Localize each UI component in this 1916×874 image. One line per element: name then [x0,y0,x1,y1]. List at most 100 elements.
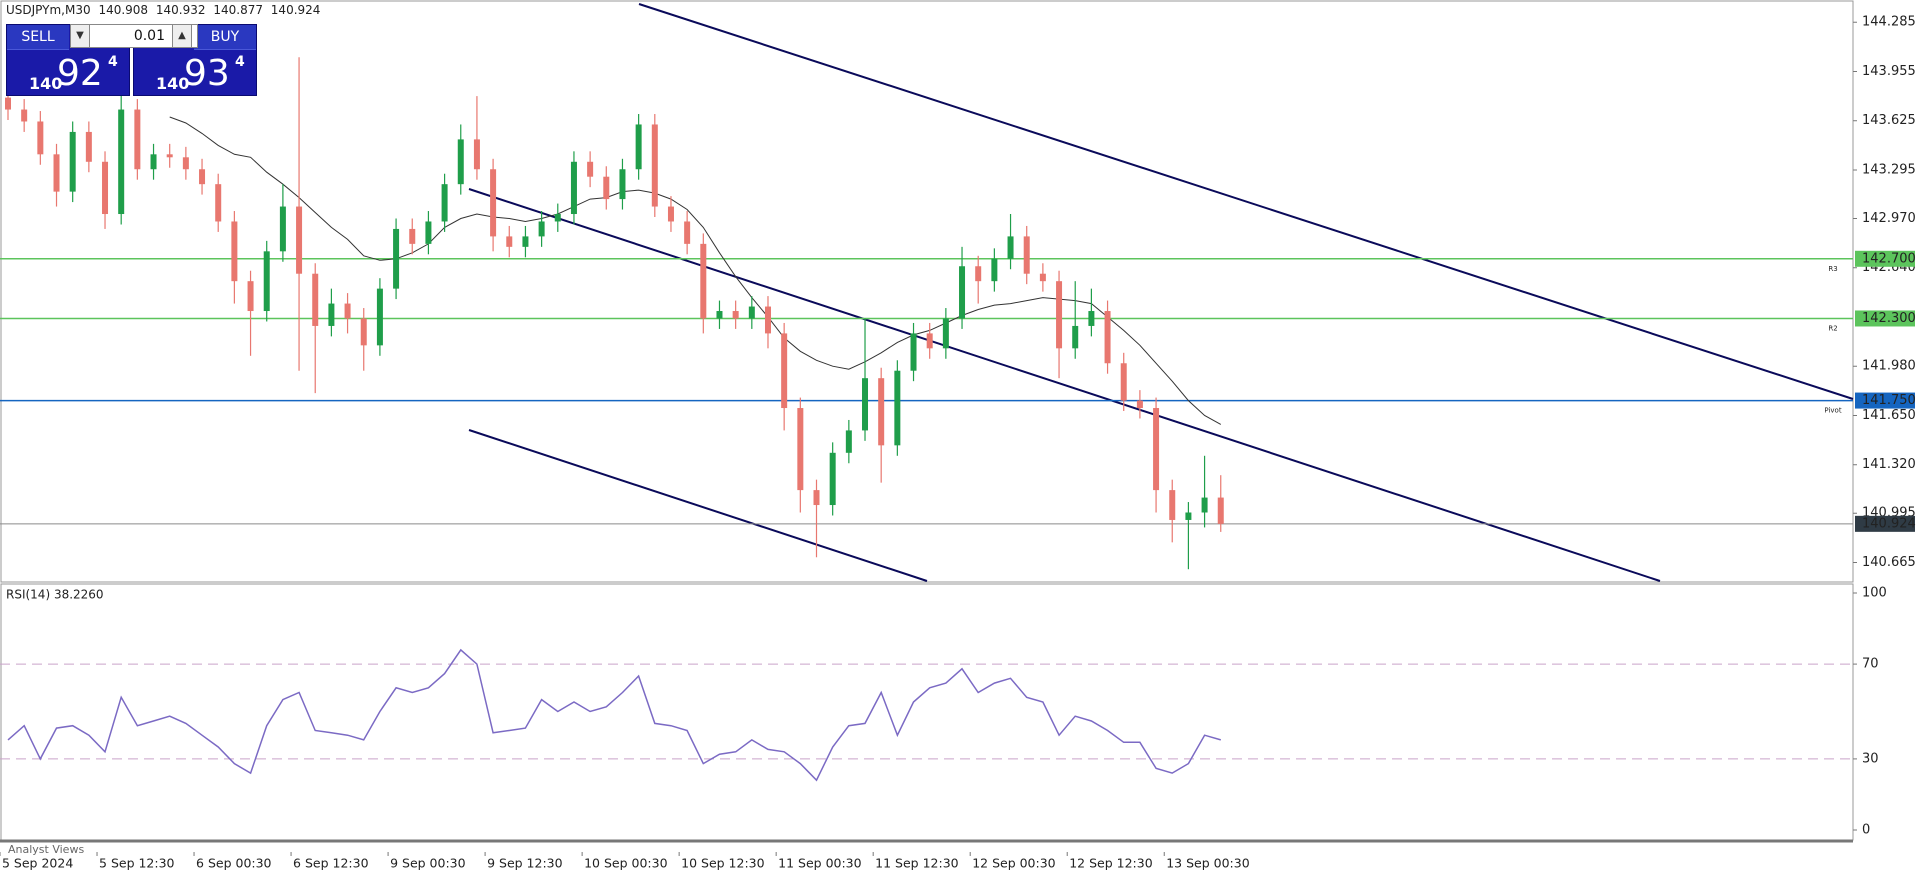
candle-body [457,139,464,185]
candle-body [473,139,480,170]
y-tick-label: 142.970 [1862,211,1916,226]
ohlc-value: 140.877 [213,3,263,17]
rsi-title: RSI(14) 38.2260 [6,588,104,602]
candle-body [1023,236,1030,274]
candle-body [1217,497,1224,524]
candle-body [959,266,966,319]
level-name: R3 [1828,265,1837,273]
candle-body [781,333,788,409]
candle-body [69,131,76,192]
candle-body [231,221,238,282]
candle-body [312,273,319,326]
candle-body [862,378,869,431]
x-tick-label: 10 Sep 12:30 [681,856,764,871]
main-plot: 140.665140.995141.320141.650141.980142.6… [0,15,1916,570]
y-tick-label: 143.625 [1862,113,1916,128]
candle-body [215,184,222,222]
candle-body [328,303,335,326]
candle-body [441,184,448,222]
rsi-plot: 0 30 70 100 [0,586,1887,838]
candle-body [37,121,44,155]
candle-body [651,124,658,207]
x-tick-label: 5 Sep 2024 [2,856,73,871]
candle-body [716,311,723,319]
bid-main: 92 [57,53,103,94]
buy-button[interactable]: BUY [194,25,256,50]
level-name: R2 [1828,324,1837,332]
candle-body [1104,311,1111,364]
candle-body [1153,408,1160,491]
candle-body [975,266,982,282]
rsi-frame [0,583,1854,841]
candle-body [263,251,270,312]
candle-body [894,370,901,446]
trend-line [638,3,1854,400]
ask-suffix: 4 [235,54,245,70]
candle-body [845,430,852,453]
y-tick-label: 143.295 [1862,162,1916,177]
x-tick-label: 11 Sep 12:30 [875,856,958,871]
ohlc-value: 140.908 [98,3,149,17]
candle-body [247,281,254,312]
last-price-tag [1855,515,1915,532]
candle-body [344,303,351,319]
candle-body [5,97,11,110]
candle-body [603,176,610,200]
y-tick-label: 70 [1862,657,1879,672]
candle-body [926,333,933,349]
x-tick-label: 6 Sep 00:30 [196,856,272,871]
candle-body [910,333,917,371]
y-tick-label: 141.980 [1862,359,1916,374]
trend-line [468,429,928,582]
y-tick-label: 0 [1862,823,1870,838]
bid-suffix: 4 [108,54,118,70]
y-tick-label: 141.650 [1862,408,1916,423]
candle-body [85,131,92,162]
candle-body [376,288,383,346]
candle-body [1056,281,1063,349]
sell-button[interactable]: SELL [7,25,69,50]
candle-body [667,206,674,222]
x-tick-label: 9 Sep 00:30 [390,856,466,871]
ohlc-value: 140.924 [270,3,321,17]
volume-up[interactable]: ▲ [172,24,192,48]
last-price-label: 140.924 [1862,516,1916,531]
candle-body [538,221,545,237]
candle-body [1072,325,1079,349]
candle-body [1201,497,1208,513]
candle-body [150,154,157,170]
candle-body [700,243,707,319]
candle-body [1007,236,1014,259]
x-tick-label: 9 Sep 12:30 [487,856,563,871]
candle-body [199,169,206,185]
candle-body [134,109,141,170]
ask-price: 140 93 4 [134,50,256,97]
candle-body [166,154,173,158]
candle-body [1136,400,1143,409]
candle-body [296,206,303,274]
candle-body [829,452,836,506]
ohlc-value: 140.932 [155,3,206,17]
candle-body [102,161,109,215]
level-name: Pivot [1824,407,1841,415]
y-tick-label: 30 [1862,751,1879,766]
x-tick-label: 12 Sep 12:30 [1069,856,1152,871]
level-tag [1855,310,1915,327]
analyst-views-tab[interactable]: Analyst Views [8,843,85,856]
candle-body [393,228,400,289]
moving-average [169,116,1222,425]
candle-body [1169,490,1176,520]
candle-body [797,408,804,491]
candle-body [53,154,60,192]
candle-body [991,258,998,282]
candle-body [1120,363,1127,401]
level-tag [1855,392,1915,409]
candle-body [764,306,771,334]
candle-body [1088,311,1095,326]
candle-body [732,311,739,319]
candle-body [522,236,529,247]
trend-line [468,188,1661,582]
volume-down[interactable]: ▼ [70,24,90,48]
